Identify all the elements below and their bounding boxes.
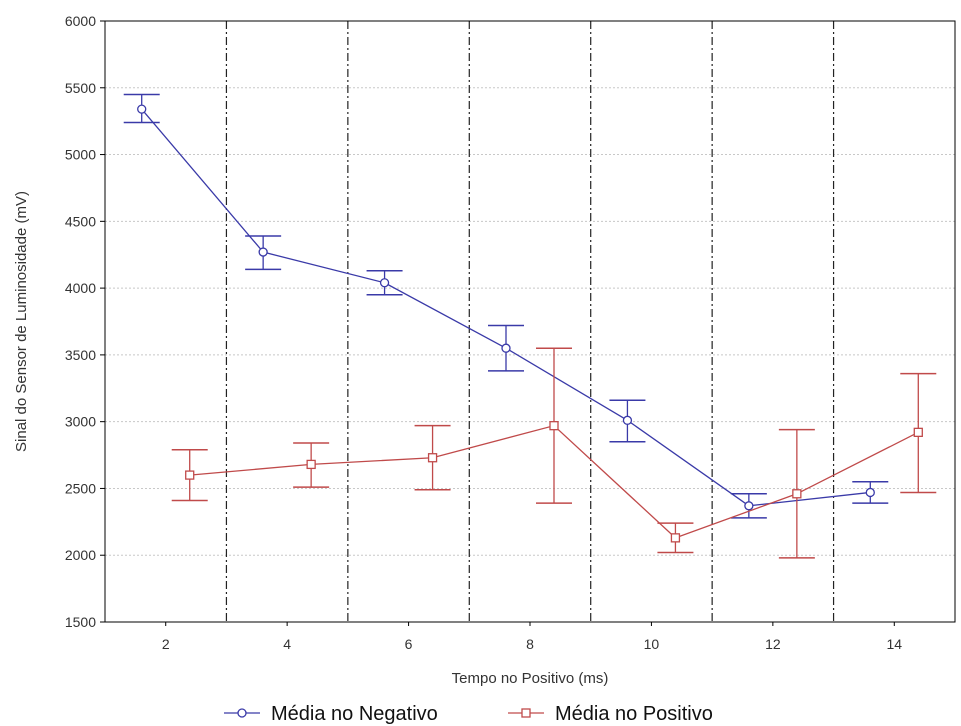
x-tick-label: 2 xyxy=(162,636,170,652)
y-tick-label: 5000 xyxy=(65,147,96,163)
data-point xyxy=(744,501,754,511)
legend: Média no Negativo Média no Positivo xyxy=(224,703,713,725)
y-tick-label: 5500 xyxy=(65,80,96,96)
data-point xyxy=(865,487,875,498)
y-tick-label: 2000 xyxy=(65,547,96,563)
x-tick-label: 6 xyxy=(405,636,413,652)
data-point xyxy=(427,453,438,463)
legend-marker xyxy=(521,708,531,718)
legend-label: Média no Negativo xyxy=(271,703,438,725)
legend-item: Média no Negativo xyxy=(224,703,438,725)
y-tick-label: 2500 xyxy=(65,480,96,496)
legend-marker xyxy=(237,708,247,718)
y-tick-label: 4500 xyxy=(65,213,96,229)
data-point xyxy=(622,415,633,425)
data-point xyxy=(258,247,268,257)
data-point xyxy=(137,104,147,114)
x-tick-label: 8 xyxy=(526,636,534,652)
series xyxy=(123,93,937,559)
y-axis-title: Sinal do Sensor de Luminosidade (mV) xyxy=(13,191,30,452)
data-point xyxy=(379,278,390,288)
data-point xyxy=(792,489,802,499)
y-tick-label: 4000 xyxy=(65,280,96,296)
x-tick-label: 14 xyxy=(886,636,902,652)
x-tick-label: 10 xyxy=(644,636,660,652)
grid xyxy=(105,21,955,622)
x-tick-label: 12 xyxy=(765,636,781,652)
series-line xyxy=(141,108,871,507)
y-tick-label: 1500 xyxy=(65,614,96,630)
x-tick-label: 4 xyxy=(283,636,291,652)
legend-label: Média no Positivo xyxy=(555,703,713,725)
x-axis-title: Tempo no Positivo (ms) xyxy=(452,670,609,687)
data-point xyxy=(185,470,195,480)
plot-area-frame xyxy=(104,20,956,623)
series-positivo xyxy=(171,347,937,559)
legend-item: Média no Positivo xyxy=(508,703,713,725)
data-point xyxy=(670,533,681,543)
data-point xyxy=(913,427,923,438)
y-tick-label: 3000 xyxy=(65,414,96,430)
data-point xyxy=(501,343,511,353)
series-negativo xyxy=(123,93,889,519)
y-tick-label: 3500 xyxy=(65,347,96,363)
axes: 1500 2000 2500 3000 3500 4000 4500 5000 5500 6000… xyxy=(65,13,902,652)
y-tick-label: 6000 xyxy=(65,13,96,29)
data-point xyxy=(549,421,559,431)
data-point xyxy=(306,459,316,470)
